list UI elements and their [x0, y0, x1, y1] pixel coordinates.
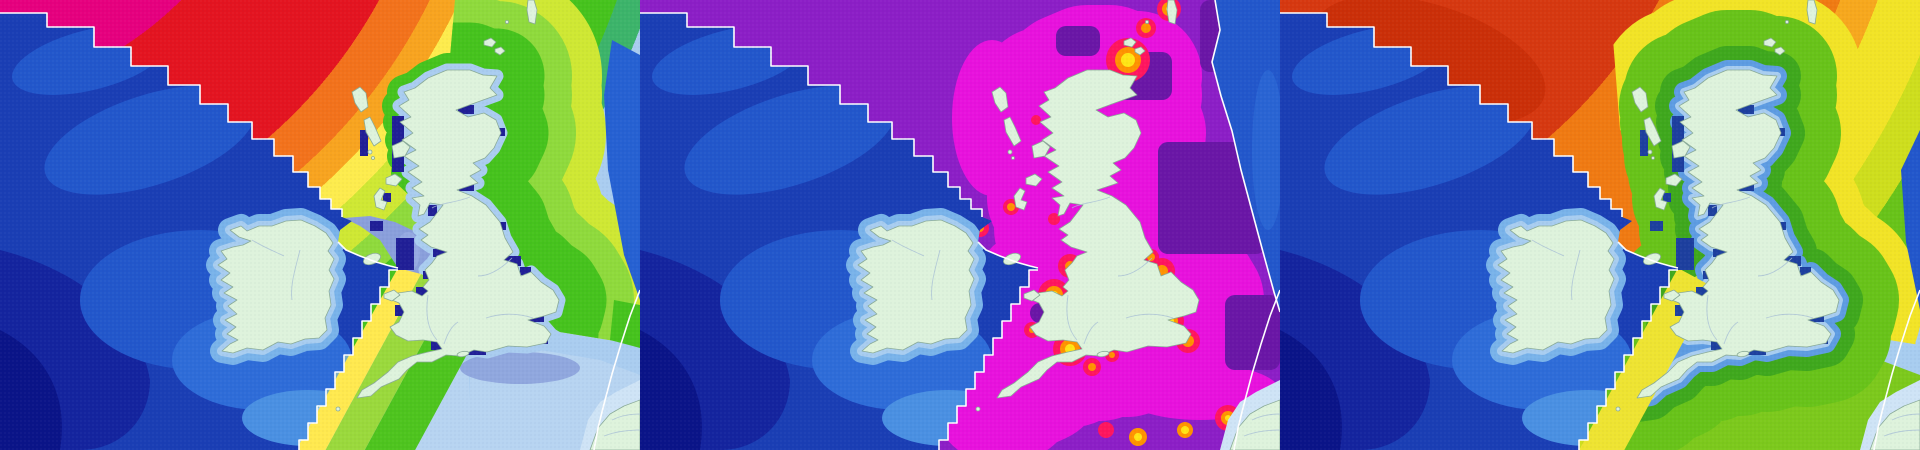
dither-texture: [1280, 0, 1920, 450]
dither-texture: [640, 0, 1280, 450]
map-panel-middle[interactable]: [640, 0, 1280, 450]
map-panel-right[interactable]: [1280, 0, 1920, 450]
map-panel-left[interactable]: [0, 0, 640, 450]
map-left-svg: [0, 0, 640, 450]
map-middle-svg: [640, 0, 1280, 450]
dither-texture: [0, 0, 640, 450]
map-right-svg: [1280, 0, 1920, 450]
